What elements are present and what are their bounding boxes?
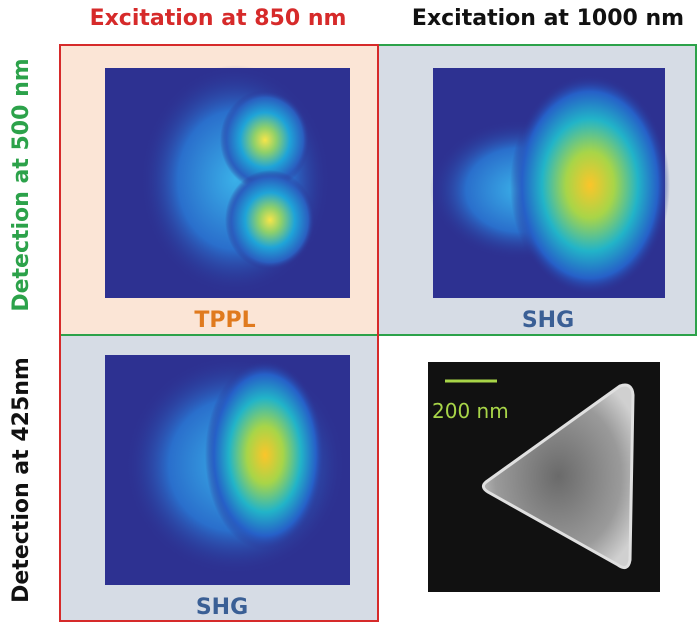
column-header: Excitation at 850 nm: [90, 6, 347, 31]
map-blob: [220, 90, 310, 190]
map-blob: [225, 170, 315, 270]
map-blob: [510, 75, 670, 295]
map-blob: [205, 360, 325, 550]
row-header: Detection at 425nm: [9, 357, 34, 603]
panel-label: SHG: [196, 595, 248, 620]
column-frame: [59, 44, 379, 622]
scale-bar-label: 200 nm: [432, 399, 509, 423]
column-header: Excitation at 1000 nm: [412, 6, 684, 31]
panel-label: SHG: [522, 308, 574, 333]
row-header: Detection at 500 nm: [9, 58, 34, 311]
triangle: [481, 383, 635, 570]
panel-label: TPPL: [194, 308, 255, 333]
map-blob: [140, 65, 330, 295]
